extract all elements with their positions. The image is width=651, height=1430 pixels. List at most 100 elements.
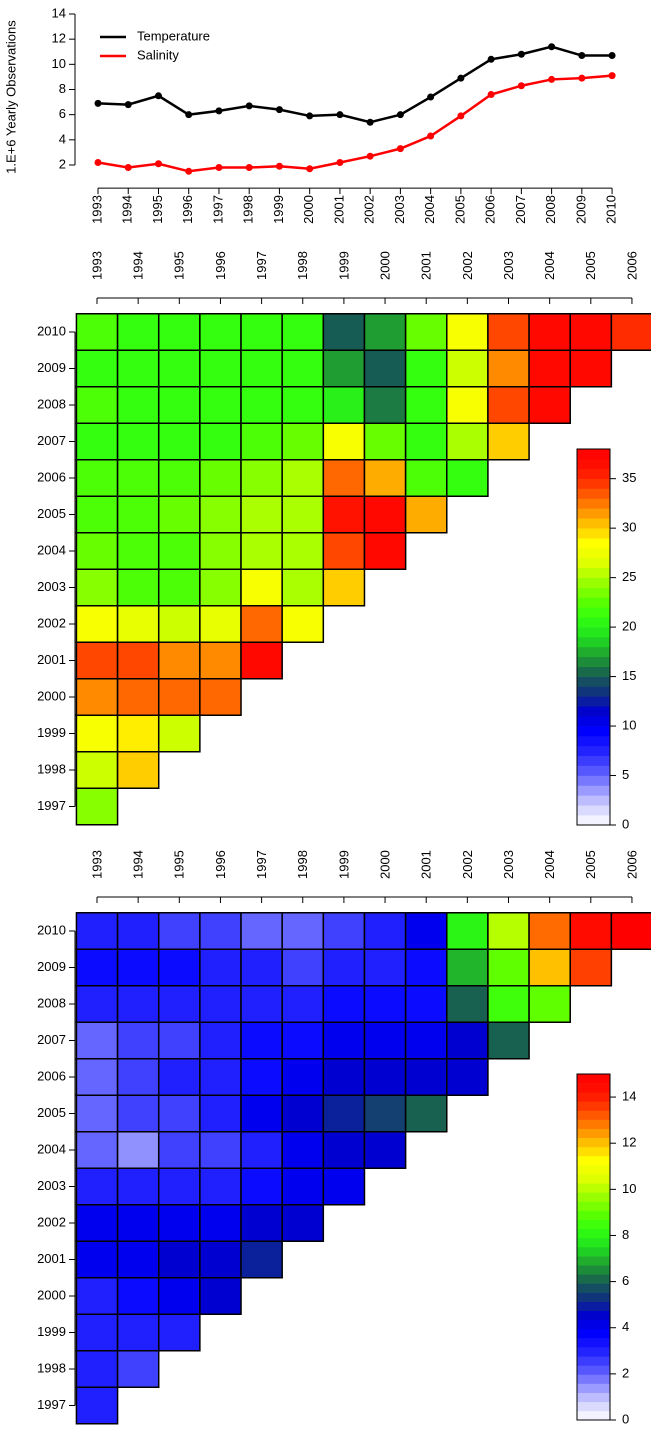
cell — [75, 313, 119, 351]
cell — [199, 1167, 242, 1206]
point — [124, 101, 132, 109]
cell — [404, 386, 448, 424]
cell — [240, 641, 283, 680]
cell — [75, 948, 119, 987]
x-tick-label: 1995 — [172, 251, 187, 280]
colorbar-band — [577, 765, 610, 776]
cell — [322, 349, 366, 388]
cell — [157, 1094, 201, 1133]
cell — [487, 422, 530, 461]
cell — [116, 532, 160, 570]
y-tick-label: 1999 — [37, 1324, 66, 1339]
cell — [322, 1167, 366, 1206]
cell — [363, 349, 407, 388]
y-tick-label: 2004 — [37, 542, 66, 557]
colorbar-band — [577, 775, 610, 786]
point — [306, 112, 314, 120]
point — [548, 75, 556, 83]
cell — [116, 459, 160, 497]
legend-label: Temperature — [137, 28, 210, 43]
colorbar-tick-label: 0 — [622, 816, 629, 831]
x-tick-label: 2002 — [362, 195, 377, 224]
cell — [240, 605, 283, 643]
point — [185, 111, 193, 119]
y-tick-label: 1997 — [37, 798, 66, 813]
colorbar-band — [577, 567, 610, 578]
point — [366, 118, 374, 126]
y-tick-label: 2003 — [37, 1178, 66, 1193]
colorbar-band — [577, 716, 610, 727]
cell — [116, 386, 160, 424]
x-tick-label: 2004 — [422, 195, 437, 224]
x-tick-label: 2000 — [377, 251, 392, 280]
colorbar-band — [577, 637, 610, 648]
colorbar-tick-label: 15 — [622, 668, 636, 683]
cell — [199, 313, 242, 351]
x-tick-label: 2008 — [543, 195, 558, 224]
cell — [322, 532, 366, 570]
colorbar-band — [577, 805, 610, 816]
cell — [404, 1058, 448, 1096]
series-line — [97, 74, 613, 173]
cell — [363, 1131, 407, 1169]
cell — [446, 386, 489, 424]
colorbar-band — [577, 666, 610, 677]
x-tick-label: 1995 — [172, 850, 187, 879]
x-tick-label: 2003 — [392, 195, 407, 224]
cell — [446, 948, 489, 987]
colorbar-band — [577, 795, 610, 806]
colorbar-band — [577, 478, 610, 489]
cell — [75, 985, 119, 1023]
cell — [116, 605, 160, 643]
x-tick-label: 1997 — [210, 195, 225, 224]
y-tick-label: 2009 — [37, 959, 66, 974]
x-tick-label: 1998 — [241, 195, 256, 224]
colorbar-tick-label: 35 — [622, 470, 636, 485]
cell — [363, 1058, 407, 1096]
point — [396, 111, 404, 119]
y-tick-label: 2001 — [37, 1251, 66, 1266]
colorbar-band — [577, 488, 610, 499]
x-tick-label: 1999 — [336, 251, 351, 280]
colorbar-tick-label: 0 — [622, 1411, 629, 1426]
x-tick-label: 2003 — [501, 850, 516, 879]
cell — [116, 422, 160, 461]
cell — [116, 1094, 160, 1133]
colorbar-band — [577, 1256, 610, 1266]
colorbar-band — [577, 1165, 610, 1175]
y-tick-label: 2000 — [37, 688, 66, 703]
cell — [363, 532, 407, 570]
colorbar-band — [577, 745, 610, 757]
colorbar-band — [577, 1383, 610, 1393]
cell — [116, 1204, 160, 1242]
cell — [157, 714, 201, 753]
colorbar-tick-label: 14 — [622, 1089, 636, 1104]
point — [457, 74, 465, 82]
cell — [157, 1131, 201, 1169]
cell — [281, 495, 325, 534]
colorbar-band — [577, 1146, 610, 1157]
x-tick-label: 1998 — [295, 251, 310, 280]
x-tick-label: 1993 — [89, 251, 104, 280]
colorbar-band — [577, 1092, 610, 1102]
cell — [240, 1204, 283, 1242]
cell — [199, 948, 242, 987]
cell — [240, 948, 283, 987]
colorbar-tick-label: 10 — [622, 717, 636, 732]
cell — [281, 1058, 325, 1096]
point — [185, 167, 193, 175]
cell — [75, 787, 119, 826]
x-tick-label: 2005 — [583, 850, 598, 879]
cell — [157, 1058, 201, 1096]
x-tick-label: 2005 — [452, 195, 467, 224]
point — [427, 132, 435, 140]
point — [94, 158, 102, 166]
cell — [116, 1240, 160, 1279]
cell — [322, 568, 366, 607]
cell — [116, 948, 160, 987]
cell — [75, 1386, 119, 1425]
x-tick-label: 2002 — [460, 251, 475, 280]
cell — [322, 1131, 366, 1169]
cell — [610, 912, 651, 950]
x-tick-label: 2001 — [419, 850, 434, 879]
